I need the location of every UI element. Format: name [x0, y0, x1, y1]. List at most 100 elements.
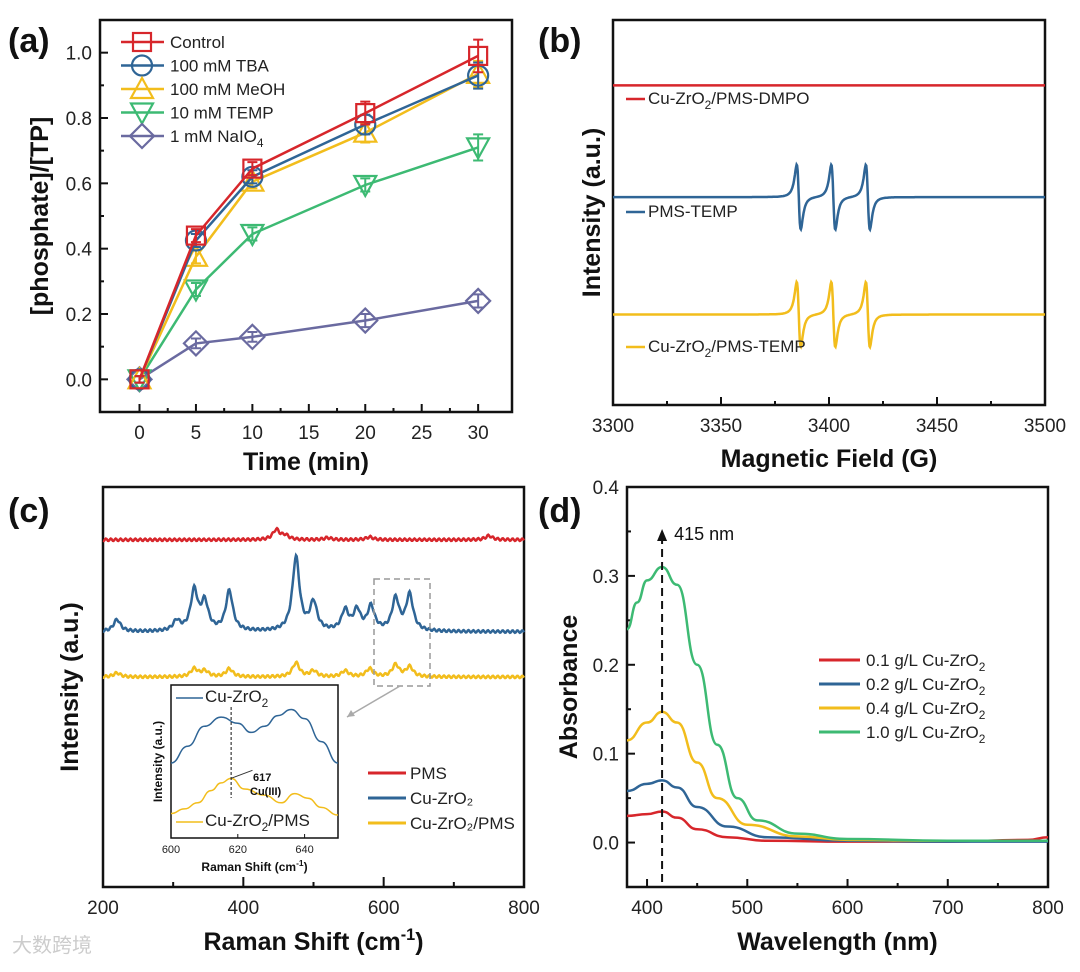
data-point [239, 223, 266, 248]
x-tick-label: 20 [355, 423, 376, 444]
panel-label-c: (c) [8, 492, 50, 530]
x-tick-label: 3400 [808, 416, 850, 437]
x-tick-label: 800 [508, 898, 540, 919]
x-tick-label: 0 [134, 423, 145, 444]
data-point [242, 158, 263, 179]
legend-label: PMS-TEMP [648, 202, 738, 221]
x-tick-label: 600 [368, 898, 400, 919]
x-tick-label: 500 [731, 898, 763, 919]
legend-marker [131, 31, 153, 53]
data-point [352, 174, 379, 199]
error-bar [360, 100, 371, 126]
data-point [464, 287, 492, 315]
legend-label: Cu-ZrO2/PMS-DMPO [648, 89, 810, 112]
plot-frame [98, 18, 514, 414]
series-line [138, 146, 479, 380]
curve-label: Cu-ZrO2/PMS-DMPO [626, 89, 810, 112]
raman-spectrum [102, 552, 526, 635]
legend-marker [128, 122, 156, 150]
x-tick-label: 400 [227, 898, 259, 919]
x-axis-title: Raman Shift (cm-1) [203, 926, 423, 956]
legend-marker [130, 54, 154, 77]
raman-spectrum [102, 660, 526, 680]
legend-label: Cu-ZrO2/PMS [205, 811, 310, 834]
curve-label: Cu-ZrO2/PMS-TEMP [626, 337, 806, 360]
zoom-box [373, 578, 431, 687]
error-bar [247, 330, 258, 343]
inset-spectrum [170, 708, 339, 764]
legend-marker [129, 75, 155, 100]
error-bar [473, 38, 484, 74]
x-tick-label: 200 [87, 898, 119, 919]
data-point [183, 279, 209, 303]
x-axis-title: Magnetic Field (G) [721, 445, 938, 473]
y-tick-label: 0.2 [66, 305, 92, 326]
epr-spectrum [613, 278, 1045, 351]
legend-label: Cu-ZrO2 [205, 687, 269, 710]
series-control [129, 38, 489, 390]
y-axis-title: Absorbance [555, 615, 583, 760]
legend-label: 1 mM NaIO4 [170, 127, 264, 150]
x-tick-label: 10 [242, 423, 263, 444]
x-tick-label: 25 [411, 423, 432, 444]
x-tick-label: 640 [295, 844, 313, 856]
y-axis-title: Intensity (a.u.) [578, 128, 606, 297]
legend-entry: 1 mM NaIO4 [121, 122, 264, 150]
legend-label: Cu-ZrO₂ [410, 789, 473, 808]
x-tick-label: 620 [229, 844, 247, 856]
annotation-value: 617 [253, 772, 271, 784]
panel-a: (a) 0 5 10 15 20 25 30 0.0 0.2 0.4 0.6 0.8 1.0 Time (m… [8, 18, 514, 476]
y-tick-label: 0.6 [66, 174, 92, 195]
y-tick-label: 0.2 [593, 656, 619, 677]
error-bar [190, 228, 201, 244]
x-axis-title: Wavelength (nm) [737, 928, 937, 956]
legend-entry: 10 mM TEMP [121, 102, 274, 126]
annotation-label: Cu(III) [250, 786, 281, 798]
data-point [129, 369, 150, 390]
epr-spectrum [613, 161, 1045, 233]
plot-frame [625, 485, 1050, 889]
data-point [185, 225, 207, 246]
x-tick-label: 700 [932, 898, 964, 919]
y-tick-label: 0.4 [593, 478, 620, 499]
legend-entry: PMS [368, 764, 447, 783]
x-tick-label: 600 [832, 898, 864, 919]
panel-d: (d) 400 500 600 700 800 0.0 0.1 0.2 0.3 0.4 Wavelen… [538, 478, 1064, 956]
inset-chart: 600 620 640 Raman Shift (cm-1) Intensity (a.… [151, 684, 339, 874]
legend-label: 0.4 g/L Cu-ZrO2 [866, 699, 986, 722]
legend-label: PMS [410, 764, 447, 783]
data-point [465, 137, 491, 161]
annotation-arrow [230, 769, 253, 779]
legend-entry: 0.2 g/L Cu-ZrO2 [819, 675, 986, 698]
x-tick-label: 3500 [1024, 416, 1066, 437]
legend-label: 100 mM TBA [170, 57, 270, 76]
curve-label: PMS-TEMP [626, 202, 738, 221]
data-point [351, 306, 379, 335]
x-tick-label: 3450 [916, 416, 958, 437]
error-bar [134, 375, 145, 384]
legend-label: 10 mM TEMP [170, 104, 274, 123]
watermark: 大数跨境 [12, 934, 92, 957]
error-bar [360, 313, 371, 329]
y-tick-label: 0.4 [66, 240, 93, 261]
y-tick-label: 1.0 [66, 44, 92, 65]
legend-entry: Control [121, 31, 225, 53]
arrow-up-icon [657, 529, 668, 541]
x-tick-label: 15 [298, 423, 319, 444]
error-bar [473, 293, 484, 309]
x-tick-label: 3300 [592, 416, 634, 437]
x-axis-title: Time (min) [243, 448, 369, 476]
absorbance-spectrum [626, 810, 1049, 843]
inset-frame [170, 684, 339, 839]
series-1-mm-naio [125, 287, 492, 393]
legend-label: 1.0 g/L Cu-ZrO2 [866, 723, 986, 746]
peak-annotation: 415 nm [674, 524, 734, 544]
zoom-arrow [346, 685, 401, 718]
legend-entry: Cu-ZrO₂ [368, 789, 473, 808]
error-bar [190, 337, 201, 350]
panel-label-b: (b) [538, 22, 581, 60]
data-point [468, 45, 489, 67]
legend-entry: 100 mM TBA [121, 54, 270, 77]
y-tick-label: 0.0 [66, 370, 92, 391]
